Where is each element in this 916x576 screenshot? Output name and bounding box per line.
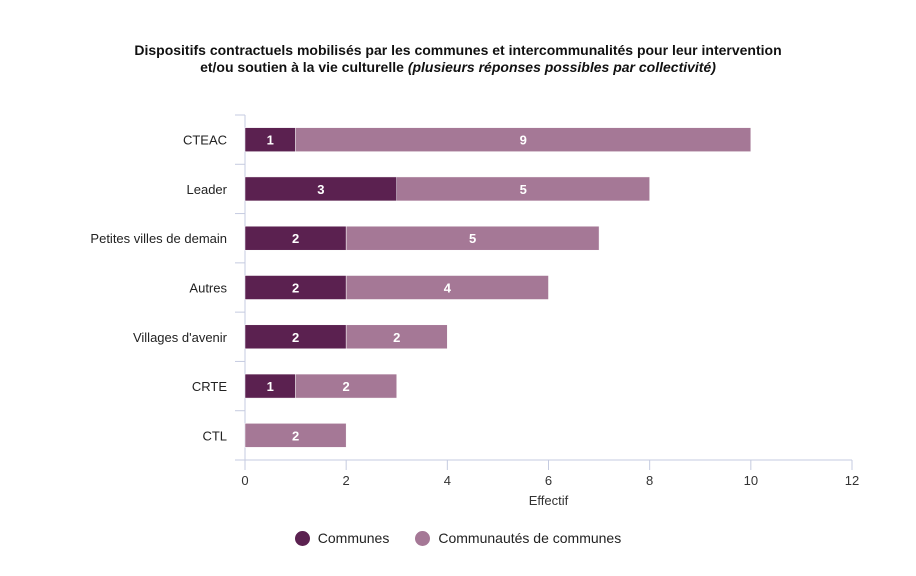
bar-segment <box>295 373 398 399</box>
category-label: CRTE <box>192 379 227 394</box>
bar-segment <box>244 275 347 300</box>
bar-segment <box>244 176 397 202</box>
category-label: CTEAC <box>183 133 227 148</box>
bar-segment <box>244 225 347 251</box>
data-label: 2 <box>292 281 299 296</box>
title-line-2-text: et/ou soutien à la vie culturelle <box>200 59 404 75</box>
x-axis-title: Effectif <box>529 493 569 508</box>
x-tick-label: 0 <box>241 473 248 488</box>
bar-segment <box>244 373 296 399</box>
category-label: Leader <box>187 182 228 197</box>
category-label: CTL <box>202 428 227 443</box>
legend-marker-communautes <box>415 530 431 546</box>
x-tick-label: 4 <box>444 473 451 488</box>
bar-segment <box>295 127 752 152</box>
data-label: 1 <box>267 379 274 394</box>
bar-segment <box>345 225 600 251</box>
data-label: 2 <box>292 231 299 246</box>
data-label: 4 <box>444 281 452 296</box>
bar-segment <box>244 423 347 448</box>
bar-segment <box>345 324 448 350</box>
title-line-2: et/ou soutien à la vie culturelle (plusi… <box>0 59 916 76</box>
x-tick-label: 10 <box>744 473 758 488</box>
data-label: 1 <box>267 133 274 148</box>
legend-item-communes[interactable]: Communes <box>294 530 390 546</box>
title-line-1: Dispositifs contractuels mobilisés par l… <box>134 42 782 58</box>
data-label: 2 <box>292 330 299 345</box>
legend-label: Communautés de communes <box>438 530 622 546</box>
data-label: 2 <box>343 379 350 394</box>
data-label: 2 <box>393 330 400 345</box>
data-label: 3 <box>317 182 324 197</box>
category-label: Villages d'avenir <box>133 330 228 345</box>
data-label: 5 <box>520 182 527 197</box>
category-label: Petites villes de demain <box>90 231 227 246</box>
x-tick-label: 12 <box>845 473 859 488</box>
x-tick-label: 2 <box>343 473 350 488</box>
category-label: Autres <box>189 281 227 296</box>
x-tick-label: 6 <box>545 473 552 488</box>
bar-segment <box>345 275 549 300</box>
chart-title: Dispositifs contractuels mobilisés par l… <box>0 42 916 76</box>
legend-marker-communes <box>294 530 310 546</box>
bar-segment <box>396 176 650 202</box>
legend: Communes Communautés de communes <box>0 530 916 546</box>
data-label: 2 <box>292 428 299 443</box>
data-label: 9 <box>520 133 527 148</box>
legend-item-communautes[interactable]: Communautés de communes <box>415 530 621 546</box>
x-tick-label: 8 <box>646 473 653 488</box>
title-italic: (plusieurs réponses possibles par collec… <box>407 59 716 75</box>
bar-segment <box>244 127 296 152</box>
data-label: 5 <box>469 231 476 246</box>
legend-label: Communes <box>317 530 390 546</box>
